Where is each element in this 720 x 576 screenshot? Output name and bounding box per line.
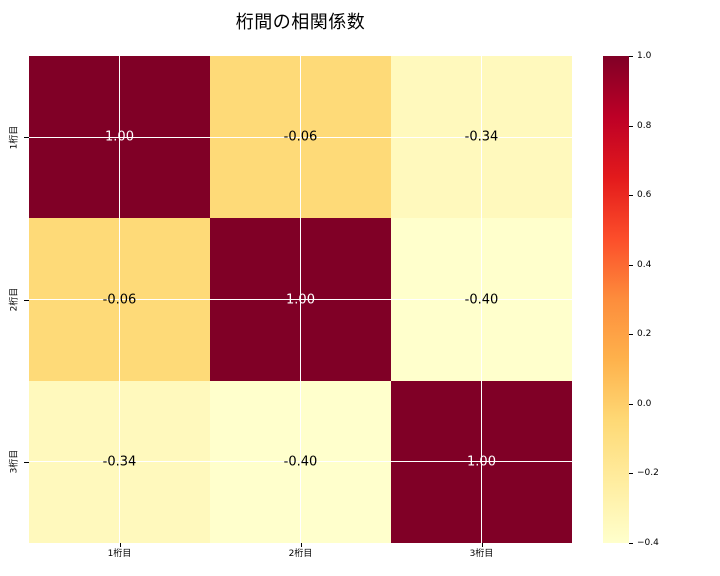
heatmap-cell-value: 1.00 [286,292,315,307]
y-tick-label-text: 3桁目 [9,449,20,474]
heatmap-gridline-horizontal [29,461,572,463]
colorbar-tick-label: 1.0 [637,51,652,61]
y-tick-label: 1桁目 [4,107,22,167]
y-axis-tick-mark [24,137,29,139]
colorbar-tick-label: 0.6 [637,190,652,201]
heatmap-cell-value: -0.06 [102,292,137,307]
colorbar-tick-mark [629,543,633,544]
colorbar-tick-mark [629,125,633,127]
colorbar-tick-mark [629,334,633,336]
heatmap-cell-value: 1.00 [467,454,496,470]
y-tick-label-text: 1桁目 [9,125,20,150]
colorbar-tick-label: −0.4 [637,538,659,548]
colorbar [603,56,629,543]
x-tick-label: 3桁目 [469,549,494,559]
colorbar-tick-label: −0.2 [637,468,659,479]
colorbar-tick-mark [629,403,633,405]
heatmap-cell-value: 1.00 [105,129,134,145]
heatmap-cell-value: -0.34 [102,454,137,470]
colorbar-tick-label: 0.4 [637,259,652,270]
heatmap-gridline-horizontal [29,136,572,138]
x-tick-label: 1桁目 [107,549,132,559]
colorbar-tick-mark [629,264,633,266]
y-axis-tick-mark [24,461,29,463]
heatmap: 1.00 -0.06 -0.34 -0.06 1.00 -0.40 -0.34 -0.40 1.… [29,56,572,543]
colorbar-tick-label: 0.0 [637,398,652,409]
heatmap-cell-value: -0.40 [283,454,318,470]
x-tick-label: 2桁目 [288,549,313,559]
heatmap-gridline-horizontal [29,299,572,300]
heatmap-cell-value: -0.06 [283,129,318,145]
colorbar-tick-mark [629,473,633,475]
y-tick-label-text: 2桁目 [9,287,20,312]
x-axis-tick-mark [481,543,483,547]
x-axis-tick-mark [300,543,302,547]
chart-title: 桁間の相関係数 [235,12,366,33]
colorbar-tick-mark [629,56,633,57]
x-axis-tick-mark [119,543,121,547]
colorbar-tick-label: 0.8 [637,120,652,131]
colorbar-tick-label: 0.2 [637,329,652,340]
y-axis-tick-mark [24,299,29,301]
y-tick-label: 2桁目 [4,270,22,330]
heatmap-cell-value: -0.34 [464,129,499,145]
colorbar-tick-mark [629,195,633,197]
y-tick-label: 3桁目 [4,432,22,492]
heatmap-cell-value: -0.40 [464,292,499,307]
